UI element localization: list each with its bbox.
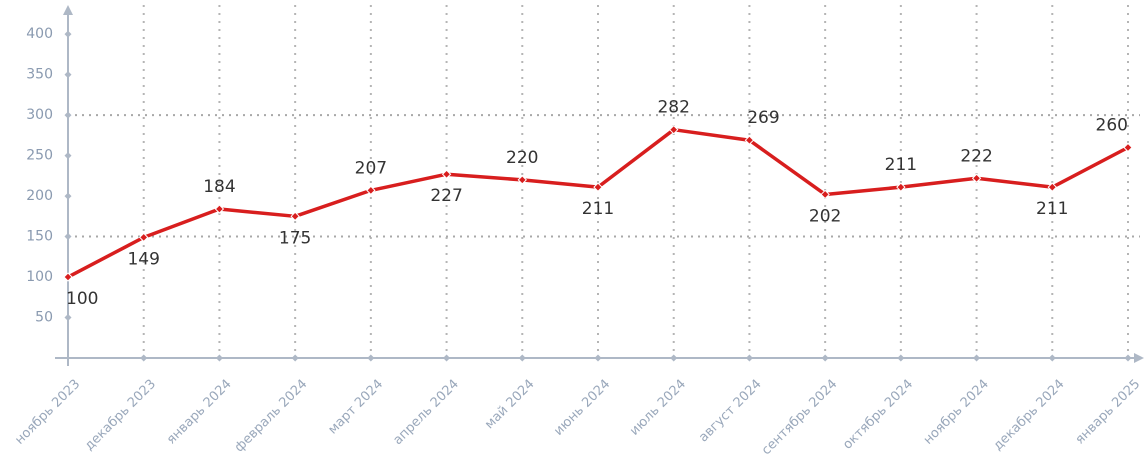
data-label: 220 <box>506 148 538 168</box>
data-label: 211 <box>885 155 917 175</box>
data-label: 260 <box>1096 115 1128 135</box>
x-tick <box>973 354 981 362</box>
y-tick <box>64 152 72 160</box>
x-tick-label: январь 2024 <box>164 377 235 448</box>
x-tick-label: ноябрь 2023 <box>12 377 83 448</box>
y-tick <box>64 30 72 38</box>
point <box>593 182 603 192</box>
x-tick <box>670 354 678 362</box>
point <box>63 272 73 282</box>
y-tick-label: 350 <box>26 67 53 83</box>
x-tick-label: декабрь 2023 <box>82 377 159 454</box>
data-label: 282 <box>657 98 689 118</box>
x-tick <box>745 354 753 362</box>
x-tick <box>140 354 148 362</box>
point <box>517 175 527 185</box>
data-label: 269 <box>747 108 779 128</box>
x-tick-label: сентябрь 2024 <box>759 377 840 458</box>
y-tick-label: 50 <box>35 310 53 326</box>
x-axis-arrow <box>1134 353 1144 363</box>
x-tick <box>897 354 905 362</box>
y-tick-label: 150 <box>26 229 53 245</box>
x-tick <box>594 354 602 362</box>
x-tick-label: октябрь 2024 <box>840 377 916 453</box>
data-label: 211 <box>1036 199 1068 219</box>
point <box>139 232 149 243</box>
point <box>441 169 452 179</box>
x-tick <box>367 354 375 362</box>
x-tick-label: июнь 2024 <box>551 377 613 439</box>
point <box>1123 142 1133 153</box>
x-tick <box>821 354 829 362</box>
data-label: 211 <box>582 199 614 219</box>
point <box>896 182 906 192</box>
point <box>669 124 679 135</box>
data-label: 207 <box>355 158 387 178</box>
point <box>971 173 982 183</box>
x-tick-label: май 2024 <box>482 377 537 432</box>
x-tick-label: январь 2025 <box>1073 377 1144 448</box>
x-tick-label: апрель 2024 <box>391 377 462 448</box>
x-tick-label: ноябрь 2024 <box>921 377 992 448</box>
data-label: 227 <box>430 186 462 206</box>
point <box>744 135 755 145</box>
x-tick <box>443 354 451 362</box>
point <box>290 211 300 222</box>
data-label: 149 <box>127 249 159 269</box>
x-tick <box>1124 354 1132 362</box>
point <box>1047 182 1057 192</box>
x-tick <box>518 354 526 362</box>
point <box>214 204 225 214</box>
data-label: 222 <box>960 146 992 166</box>
y-tick-label: 300 <box>26 107 53 123</box>
y-tick <box>64 314 72 322</box>
y-tick-label: 400 <box>26 26 53 42</box>
x-tick-label: март 2024 <box>325 377 386 438</box>
data-label: 175 <box>279 228 311 248</box>
x-tick-label: февраль 2024 <box>232 377 311 456</box>
y-tick-label: 100 <box>26 269 53 285</box>
y-axis-arrow <box>63 5 73 15</box>
x-tick-label: декабрь 2024 <box>991 377 1068 454</box>
point <box>820 189 830 200</box>
y-tick-label: 200 <box>26 188 53 204</box>
y-tick <box>64 71 72 79</box>
data-label: 202 <box>809 206 841 226</box>
x-tick-label: август 2024 <box>696 377 765 446</box>
y-tick <box>64 192 72 200</box>
data-label: 184 <box>203 177 235 197</box>
x-tick <box>291 354 299 362</box>
x-tick <box>1048 354 1056 362</box>
x-tick <box>215 354 223 362</box>
point <box>366 185 376 196</box>
y-tick-label: 250 <box>26 148 53 164</box>
y-tick <box>64 111 72 119</box>
y-tick <box>64 233 72 241</box>
x-tick-label: июль 2024 <box>627 377 689 439</box>
data-label: 100 <box>66 289 98 309</box>
